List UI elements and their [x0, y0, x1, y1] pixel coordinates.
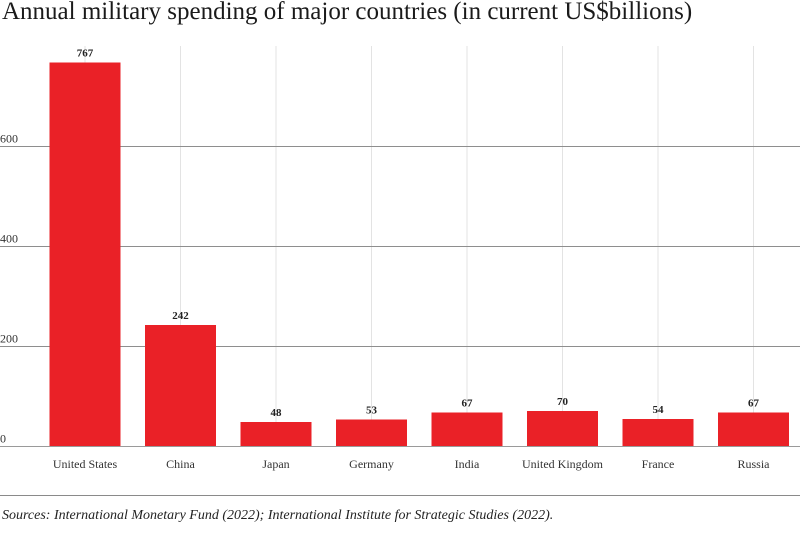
data-label: 53 [366, 405, 378, 417]
x-tick-label: Russia [737, 457, 770, 471]
bars [49, 62, 789, 446]
y-tick-label: 400 [0, 232, 18, 246]
data-label: 242 [172, 310, 189, 322]
horizontal-gridlines [0, 146, 800, 447]
footer-divider [0, 495, 800, 496]
x-tick-label: Japan [262, 457, 289, 471]
data-label: 54 [653, 404, 665, 416]
bar [145, 325, 216, 446]
y-tick-label: 600 [0, 132, 18, 146]
data-label: 67 [748, 398, 760, 410]
bar [49, 62, 121, 446]
y-tick-label: 200 [0, 332, 18, 346]
x-tick-label: India [455, 457, 480, 471]
bar [431, 412, 503, 446]
x-tick-label: France [642, 457, 675, 471]
x-axis-tick-labels: United States China Japan Germany India Unite… [53, 457, 770, 471]
y-axis-tick-labels: 0 200 400 600 [0, 132, 18, 446]
bar [718, 412, 789, 446]
y-tick-label: 0 [0, 432, 6, 446]
source-note: Sources: International Monetary Fund (20… [2, 508, 554, 523]
x-tick-label: United States [53, 457, 118, 471]
data-label: 70 [557, 396, 569, 408]
x-tick-label: Germany [349, 457, 394, 471]
data-label: 67 [462, 398, 474, 410]
bar [336, 419, 407, 446]
data-label: 48 [271, 407, 283, 419]
data-labels: 767 242 48 53 67 70 54 67 [77, 48, 760, 420]
bar [622, 419, 694, 446]
chart-title: Annual military spending of major countr… [2, 0, 693, 25]
bar [527, 411, 598, 446]
bar [240, 422, 312, 446]
data-label: 767 [77, 48, 94, 60]
x-tick-label: China [166, 457, 195, 471]
x-tick-label: United Kingdom [522, 457, 604, 471]
